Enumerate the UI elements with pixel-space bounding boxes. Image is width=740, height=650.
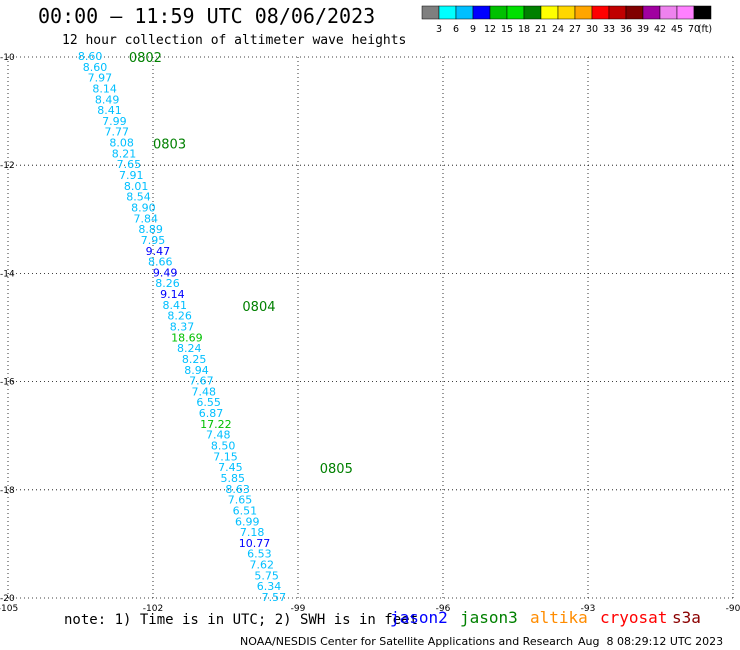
- longitude-tick-label: -99: [291, 604, 306, 614]
- swh-data-label: 9.14: [160, 288, 185, 301]
- swh-data-label: 6.55: [196, 396, 221, 409]
- swh-data-label: 7.48: [206, 429, 231, 442]
- longitude-tick-label: -96: [436, 604, 451, 614]
- colorbar-tick-label: 6: [453, 24, 459, 35]
- satellite-legend-jason3: jason3: [460, 608, 518, 627]
- swh-data-label: 8.37: [170, 321, 195, 334]
- longitude-tick-label: -93: [581, 604, 596, 614]
- satellite-legend-jason2: jason2: [390, 608, 448, 627]
- latitude-tick-label: -14: [0, 269, 15, 279]
- swh-data-label: 17.22: [200, 418, 232, 431]
- colorbar-tick-label: 3: [436, 24, 442, 35]
- swh-data-label: 10.77: [239, 537, 271, 550]
- swh-data-label: 6.34: [257, 580, 282, 593]
- swh-data-label: 8.60: [78, 50, 103, 63]
- swh-data-label: 8.25: [182, 353, 207, 366]
- swh-data-label: 8.90: [131, 201, 156, 214]
- swh-data-label: 8.01: [124, 180, 149, 193]
- swh-data-label: 5.85: [221, 472, 246, 485]
- swh-data-label: 8.21: [112, 147, 137, 160]
- footer-note: note: 1) Time is in UTC; 2) SWH is in fe…: [64, 612, 419, 628]
- time-marker-label: 0805: [320, 462, 353, 477]
- swh-data-label: 8.54: [126, 191, 151, 204]
- colorbar-tick-label: 27: [569, 24, 581, 35]
- swh-data-label: 7.48: [192, 385, 217, 398]
- swh-data-label: 7.15: [213, 450, 238, 463]
- swh-data-label: 8.08: [109, 137, 134, 150]
- colorbar-tick-label: 45: [671, 24, 683, 35]
- colorbar-tick-label: 30: [586, 24, 598, 35]
- swh-data-label: 8.60: [83, 61, 108, 74]
- swh-data-label: 7.77: [105, 126, 130, 139]
- swh-data-label: 8.89: [138, 223, 163, 236]
- latitude-tick-label: -18: [0, 486, 15, 496]
- page-title: 00:00 – 11:59 UTC 08/06/2023: [38, 4, 376, 28]
- latitude-tick-label: -12: [0, 161, 15, 171]
- latitude-tick-label: -20: [0, 594, 15, 604]
- satellite-legend-altika: altika: [530, 608, 588, 627]
- colorbar-tick-label: 24: [552, 24, 564, 35]
- swh-data-label: 8.49: [95, 93, 120, 106]
- swh-data-label: 8.14: [92, 82, 117, 95]
- swh-data-label: 18.69: [171, 331, 203, 344]
- swh-data-label: 8.63: [225, 483, 250, 496]
- colorbar-unit: (ft): [698, 24, 712, 35]
- swh-data-label: 7.67: [189, 375, 214, 388]
- swh-data-label: 7.18: [240, 526, 265, 539]
- swh-data-label: 6.99: [235, 515, 260, 528]
- swh-data-label: 5.75: [254, 569, 279, 582]
- colorbar-tick-label: 15: [501, 24, 513, 35]
- colorbar-tick-label: 70: [688, 24, 700, 35]
- map-plot: -105 -102 -99 -96 -93 -90 -10 -12 -14 -16 -18 -20 8.…: [0, 50, 740, 614]
- colorbar-swatch: [693, 5, 712, 20]
- swh-data-label: 8.26: [167, 310, 192, 323]
- satellite-legend-s3a: s3a: [672, 608, 701, 627]
- time-marker-label: 0803: [153, 138, 186, 153]
- swh-data-label: 8.41: [97, 104, 122, 117]
- longitude-tick-label: -90: [726, 604, 740, 614]
- latitude-tick-label: -16: [0, 378, 15, 388]
- swh-data-label: 7.65: [117, 158, 142, 171]
- colorbar-tick-label: 12: [484, 24, 496, 35]
- swh-data-label: 7.99: [102, 115, 127, 128]
- time-marker-label: 0804: [242, 300, 275, 315]
- swh-data-label: 8.26: [155, 277, 180, 290]
- colorbar-tick-label: 36: [620, 24, 632, 35]
- swh-data-label: 8.41: [163, 299, 188, 312]
- swh-data-label: 6.87: [199, 407, 224, 420]
- latitude-tick-label: -10: [0, 53, 15, 63]
- swh-data-label: 7.84: [134, 212, 159, 225]
- swh-data-label: 7.95: [141, 234, 166, 247]
- satellite-legend-cryosat: cryosat: [600, 608, 668, 627]
- swh-data-label: 9.49: [153, 266, 178, 279]
- page-subtitle: 12 hour collection of altimeter wave hei…: [62, 33, 407, 48]
- swh-data-label: 7.57: [262, 591, 287, 604]
- swh-data-label: 7.65: [228, 494, 253, 507]
- swh-data-label: 8.66: [148, 256, 173, 269]
- swh-data-label: 7.62: [250, 559, 275, 572]
- longitude-tick-label: -102: [143, 604, 163, 614]
- swh-data-label: 6.51: [233, 504, 258, 517]
- colorbar-tick-label: 33: [603, 24, 615, 35]
- credit-line: NOAA/NESDIS Center for Satellite Applica…: [240, 635, 574, 648]
- swh-data-label: 7.91: [119, 169, 144, 182]
- longitude-tick-label: -105: [0, 604, 18, 614]
- swh-data-label: 8.50: [211, 440, 236, 453]
- colorbar-tick-label: 18: [518, 24, 530, 35]
- colorbar-tick-label: 39: [637, 24, 649, 35]
- swh-data-label: 7.97: [88, 72, 113, 85]
- swh-data-label: 8.94: [184, 364, 209, 377]
- colorbar-tick-label: 21: [535, 24, 547, 35]
- generated-timestamp: Aug 8 08:29:12 UTC 2023: [578, 635, 724, 648]
- color-legend: 3 6 9 12 15 18 21 24 27 30 33 36 39 42 45 70(ft): [421, 5, 712, 35]
- colorbar-tick-label: 9: [470, 24, 476, 35]
- swh-data-label: 7.45: [218, 461, 243, 474]
- swh-data-label: 9.47: [146, 245, 171, 258]
- swh-data-label: 6.53: [247, 548, 272, 561]
- time-marker-label: 0802: [129, 51, 162, 66]
- colorbar-tick-label: 42: [654, 24, 666, 35]
- swh-data-label: 8.24: [177, 342, 202, 355]
